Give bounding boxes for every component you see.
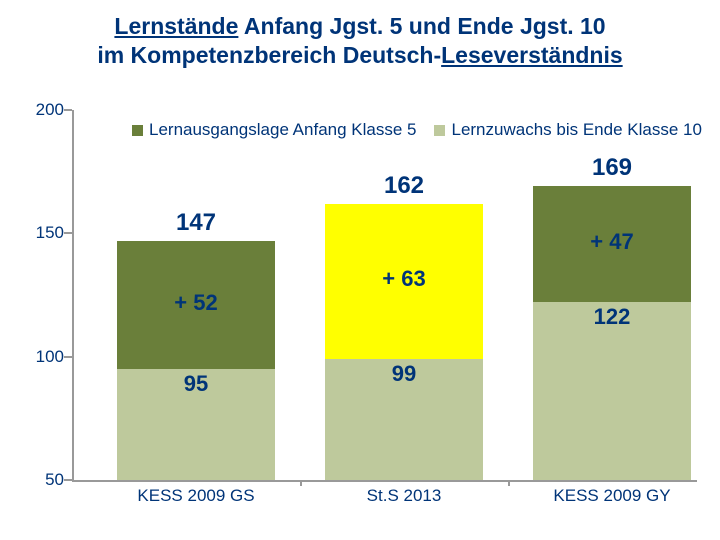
legend: Lernausgangslage Anfang Klasse 5 Lernzuwa… — [132, 120, 702, 140]
title-line2-plain: im Kompetenzbereich Deutsch- — [97, 42, 441, 68]
y-tick — [64, 479, 72, 481]
title-line2-underlined: Leseverständnis — [441, 42, 623, 68]
bar — [325, 204, 483, 480]
bar-gain-label: + 52 — [174, 290, 217, 316]
y-tick-label: 50 — [28, 470, 64, 490]
y-axis — [72, 110, 74, 480]
y-tick — [64, 109, 72, 111]
bar-base-label: 122 — [594, 304, 631, 330]
legend-swatch — [132, 125, 143, 136]
x-tick — [508, 480, 510, 486]
chart-area: 50100150200Lernausgangslage Anfang Klass… — [32, 110, 697, 508]
x-tick — [300, 480, 302, 486]
title-line1-plain: Anfang Jgst. 5 und Ende Jgst. 10 — [238, 13, 605, 39]
chart-title: Lernstände Anfang Jgst. 5 und Ende Jgst.… — [0, 12, 720, 71]
legend-swatch — [434, 125, 445, 136]
legend-label: Lernzuwachs bis Ende Klasse 10 — [451, 120, 701, 140]
legend-label: Lernausgangslage Anfang Klasse 5 — [149, 120, 416, 140]
x-category-label: St.S 2013 — [367, 486, 442, 506]
y-tick — [64, 232, 72, 234]
x-category-label: KESS 2009 GS — [137, 486, 254, 506]
y-tick-label: 150 — [28, 223, 64, 243]
title-line1-underlined: Lernstände — [114, 13, 238, 39]
y-tick-label: 100 — [28, 347, 64, 367]
bar — [117, 241, 275, 480]
bar-gain-label: + 47 — [590, 229, 633, 255]
bar-total-label: 162 — [384, 172, 424, 200]
bar-base-label: 95 — [184, 371, 208, 397]
bar-base-label: 99 — [392, 361, 416, 387]
plot-area: 50100150200Lernausgangslage Anfang Klass… — [72, 110, 697, 482]
bar-gain-label: + 63 — [382, 266, 425, 292]
bar-total-label: 169 — [592, 154, 632, 182]
y-tick — [64, 356, 72, 358]
legend-item: Lernzuwachs bis Ende Klasse 10 — [434, 120, 701, 140]
x-category-label: KESS 2009 GY — [553, 486, 670, 506]
y-tick-label: 200 — [28, 100, 64, 120]
legend-item: Lernausgangslage Anfang Klasse 5 — [132, 120, 416, 140]
bar-total-label: 147 — [176, 209, 216, 237]
